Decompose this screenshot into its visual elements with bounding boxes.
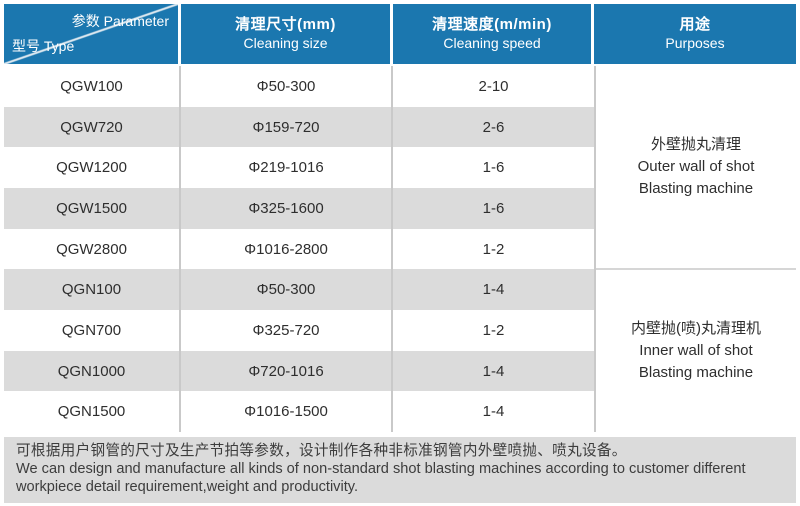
cleaning-size-cell: Φ1016-2800 bbox=[181, 228, 393, 270]
table-header-row: 参数 Parameter 型号 Type 清理尺寸(mm) Cleaning s… bbox=[4, 4, 796, 64]
cleaning-speed-cell: 1-6 bbox=[393, 188, 596, 229]
header-cell-purposes: 用途 Purposes bbox=[594, 4, 796, 64]
cleaning-speed-cell: 1-4 bbox=[393, 269, 596, 311]
corner-type-label: 型号 Type bbox=[12, 37, 75, 54]
model-cell: QGW720 bbox=[4, 106, 181, 148]
model-cell: QGW2800 bbox=[4, 228, 181, 270]
cleaning-size-cell: Φ219-1016 bbox=[181, 147, 393, 189]
purpose-outer-en1: Outer wall of shot bbox=[637, 158, 755, 176]
cleaning-speed-cell: 2-6 bbox=[393, 106, 596, 148]
table-row: QGN1500 Φ1016-1500 1-4 bbox=[4, 391, 596, 433]
purpose-cell-inner-wall: 内壁抛(喷)丸清理机 Inner wall of shot Blasting m… bbox=[596, 270, 796, 432]
purpose-inner-en1: Inner wall of shot bbox=[639, 342, 753, 360]
table-row: QGW1500 Φ325-1600 1-6 bbox=[4, 188, 596, 229]
model-cell: QGN700 bbox=[4, 310, 181, 351]
header-cell-cleaning-size: 清理尺寸(mm) Cleaning size bbox=[181, 4, 390, 64]
footer-note-zh: 可根据用户钢管的尺寸及生产节拍等参数，设计制作各种非标准钢管内外壁喷抛、喷丸设备… bbox=[16, 443, 627, 459]
header-cell-cleaning-speed: 清理速度(m/min) Cleaning speed bbox=[393, 4, 591, 64]
model-cell: QGW1500 bbox=[4, 188, 181, 229]
purpose-inner-en2: Blasting machine bbox=[638, 363, 754, 381]
cleaning-speed-label-en: Cleaning speed bbox=[443, 34, 541, 51]
cleaning-size-cell: Φ325-1600 bbox=[181, 188, 393, 229]
purpose-inner-zh: 内壁抛(喷)丸清理机 bbox=[631, 320, 761, 338]
model-cell: QGW1200 bbox=[4, 147, 181, 189]
table-row: QGW100 Φ50-300 2-10 bbox=[4, 66, 596, 107]
table-row: QGW2800 Φ1016-2800 1-2 bbox=[4, 228, 596, 270]
purposes-label-zh: 用途 bbox=[679, 15, 711, 33]
footer-note-en-line2: workpiece detail requirement,weight and … bbox=[16, 479, 359, 495]
purpose-cell-outer-wall: 外壁抛丸清理 Outer wall of shot Blasting machi… bbox=[596, 66, 796, 271]
diagonal-divider bbox=[4, 4, 178, 64]
purpose-outer-zh: 外壁抛丸清理 bbox=[650, 136, 741, 154]
cleaning-size-label-zh: 清理尺寸(mm) bbox=[235, 15, 336, 33]
cleaning-speed-cell: 1-4 bbox=[393, 391, 596, 433]
table-row: QGN100 Φ50-300 1-4 bbox=[4, 269, 596, 311]
cleaning-speed-cell: 1-2 bbox=[393, 228, 596, 270]
table-body: QGW100 Φ50-300 2-10 QGW720 Φ159-720 2-6 … bbox=[4, 66, 796, 433]
cleaning-size-cell: Φ50-300 bbox=[181, 66, 393, 107]
cleaning-size-cell: Φ1016-1500 bbox=[181, 391, 393, 433]
model-cell: QGN1000 bbox=[4, 350, 181, 392]
table-row: QGN700 Φ325-720 1-2 bbox=[4, 310, 596, 351]
cleaning-speed-cell: 1-6 bbox=[393, 147, 596, 189]
footer-note: 可根据用户钢管的尺寸及生产节拍等参数，设计制作各种非标准钢管内外壁喷抛、喷丸设备… bbox=[4, 437, 796, 503]
model-cell: QGW100 bbox=[4, 66, 181, 107]
cleaning-speed-cell: 1-2 bbox=[393, 310, 596, 351]
cleaning-size-cell: Φ50-300 bbox=[181, 269, 393, 311]
table-row: QGW720 Φ159-720 2-6 bbox=[4, 106, 596, 148]
cleaning-size-cell: Φ159-720 bbox=[181, 106, 393, 148]
purposes-label-en: Purposes bbox=[665, 34, 725, 51]
corner-parameter-label: 参数 Parameter bbox=[71, 13, 169, 29]
cleaning-size-label-en: Cleaning size bbox=[243, 34, 328, 51]
cleaning-speed-label-zh: 清理速度(m/min) bbox=[432, 15, 552, 33]
table-row: QGN1000 Φ720-1016 1-4 bbox=[4, 350, 596, 392]
cleaning-size-cell: Φ720-1016 bbox=[181, 350, 393, 392]
cleaning-speed-cell: 2-10 bbox=[393, 66, 596, 107]
header-corner-cell: 参数 Parameter 型号 Type bbox=[4, 4, 178, 64]
model-cell: QGN1500 bbox=[4, 391, 181, 433]
cleaning-speed-cell: 1-4 bbox=[393, 350, 596, 392]
purpose-outer-en2: Blasting machine bbox=[638, 179, 754, 197]
purposes-column: 外壁抛丸清理 Outer wall of shot Blasting machi… bbox=[596, 66, 796, 432]
model-cell: QGN100 bbox=[4, 269, 181, 311]
table-row: QGW1200 Φ219-1016 1-6 bbox=[4, 147, 596, 189]
rows-block: QGW100 Φ50-300 2-10 QGW720 Φ159-720 2-6 … bbox=[4, 66, 596, 433]
cleaning-size-cell: Φ325-720 bbox=[181, 310, 393, 351]
footer-note-en-line1: We can design and manufacture all kinds … bbox=[16, 461, 746, 477]
